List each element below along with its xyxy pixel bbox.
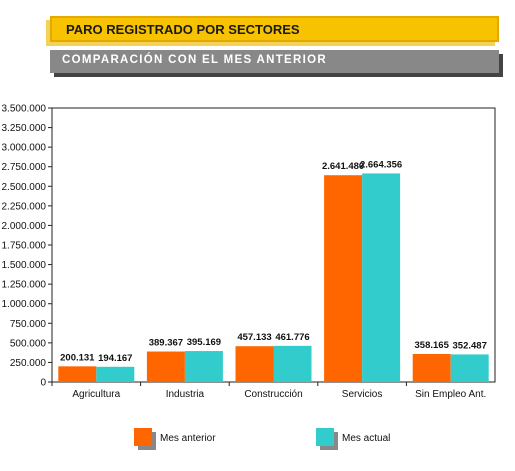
bar-mes-actual xyxy=(362,173,401,382)
bar-mes-actual xyxy=(450,354,489,382)
subtitle-banner: COMPARACIÓN CON EL MES ANTERIOR xyxy=(50,50,499,73)
x-tick-label: Industria xyxy=(166,389,205,400)
legend-label: Mes actual xyxy=(342,433,390,444)
chart-title: PARO REGISTRADO POR SECTORES xyxy=(66,22,300,37)
y-tick-label: 1.500.000 xyxy=(2,260,47,271)
bar-value-label: 2.664.356 xyxy=(360,159,402,170)
bar-value-label: 395.169 xyxy=(187,337,221,348)
bars-group xyxy=(58,173,489,382)
bar-mes-anterior xyxy=(58,366,97,382)
legend: Mes anterior Mes actual xyxy=(134,428,390,450)
bar-mes-anterior xyxy=(412,353,451,382)
bar-mes-anterior xyxy=(146,351,185,382)
bar-value-label: 352.487 xyxy=(453,340,487,351)
bar-mes-actual xyxy=(273,345,312,382)
bar-mes-anterior xyxy=(235,346,274,382)
y-tick-label: 250.000 xyxy=(10,358,47,369)
bar-value-label: 200.131 xyxy=(60,352,95,363)
y-tick-label: 1.000.000 xyxy=(2,299,47,310)
y-tick-label: 500.000 xyxy=(10,338,47,349)
title-banner: PARO REGISTRADO POR SECTORES xyxy=(50,16,499,42)
bar-value-label: 457.133 xyxy=(237,332,271,343)
y-axis: 0 250.000 500.000 750.000 1.000.000 1.250.000… xyxy=(2,104,496,389)
x-axis: Agricultura Industria Construcción Servicio… xyxy=(51,382,486,400)
x-tick-label: Sin Empleo Ant. xyxy=(415,389,486,400)
legend-swatch-mes-anterior xyxy=(134,428,152,446)
y-tick-label: 0 xyxy=(40,378,46,389)
bar-mes-anterior xyxy=(324,175,363,382)
bar-mes-actual xyxy=(96,366,135,382)
chart-subtitle: COMPARACIÓN CON EL MES ANTERIOR xyxy=(62,54,327,66)
y-tick-label: 2.250.000 xyxy=(2,201,47,212)
y-tick-label: 3.250.000 xyxy=(2,123,47,134)
y-tick-label: 750.000 xyxy=(10,319,47,330)
legend-label: Mes anterior xyxy=(160,433,216,444)
y-tick-label: 2.750.000 xyxy=(2,162,47,173)
x-tick-label: Agricultura xyxy=(72,389,120,400)
bar-value-label: 358.165 xyxy=(415,340,450,351)
bar-value-label: 194.167 xyxy=(98,353,132,364)
x-tick-label: Servicios xyxy=(342,389,383,400)
y-tick-label: 1.750.000 xyxy=(2,241,47,252)
legend-swatch-mes-actual xyxy=(316,428,334,446)
bar-mes-actual xyxy=(184,351,223,382)
y-tick-label: 2.500.000 xyxy=(2,182,47,193)
bar-value-label: 389.367 xyxy=(149,338,183,349)
y-tick-label: 3.500.000 xyxy=(2,104,47,115)
bar-labels-group: 200.131 194.167 389.367 395.169 457.133 461.7… xyxy=(60,159,487,363)
y-tick-label: 3.000.000 xyxy=(2,143,47,154)
y-tick-label: 1.250.000 xyxy=(2,280,47,291)
y-tick-label: 2.000.000 xyxy=(2,221,47,232)
x-tick-label: Construcción xyxy=(244,389,302,400)
bar-value-label: 2.641.480 xyxy=(322,161,364,172)
bar-value-label: 461.776 xyxy=(275,332,309,343)
